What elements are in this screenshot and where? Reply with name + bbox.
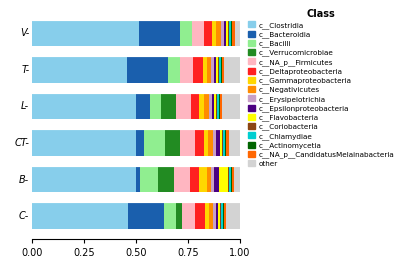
Bar: [218, 55, 219, 83]
Bar: [222, 128, 223, 156]
Bar: [32, 202, 128, 229]
Bar: [221, 202, 223, 229]
Bar: [209, 92, 212, 119]
Legend: c__Clostridia, c__Bacteroidia, c__Bacilli, c__Verrucomicrobiae, c__NA_p__Firmicu: c__Clostridia, c__Bacteroidia, c__Bacill…: [246, 7, 397, 169]
Bar: [224, 202, 226, 229]
Bar: [235, 19, 240, 46]
Bar: [226, 202, 240, 229]
Bar: [127, 55, 168, 83]
Bar: [216, 128, 220, 156]
Bar: [128, 202, 164, 229]
Bar: [207, 165, 211, 192]
Bar: [218, 202, 220, 229]
Bar: [211, 165, 214, 192]
Bar: [216, 55, 218, 83]
Bar: [224, 55, 240, 83]
Bar: [204, 19, 212, 46]
Bar: [214, 92, 216, 119]
Bar: [221, 55, 222, 83]
Bar: [211, 55, 214, 83]
Bar: [136, 165, 140, 192]
Bar: [207, 55, 211, 83]
Bar: [228, 165, 231, 192]
Bar: [219, 165, 228, 192]
Bar: [217, 92, 219, 119]
Bar: [205, 202, 209, 229]
Bar: [220, 128, 222, 156]
Bar: [164, 202, 176, 229]
Bar: [192, 19, 204, 46]
Bar: [213, 202, 216, 229]
Bar: [226, 19, 228, 46]
Bar: [200, 92, 204, 119]
Bar: [220, 92, 222, 119]
Bar: [139, 19, 180, 46]
Bar: [220, 202, 221, 229]
Bar: [222, 55, 224, 83]
Bar: [174, 165, 190, 192]
Bar: [202, 55, 207, 83]
Bar: [180, 55, 193, 83]
Bar: [212, 19, 216, 46]
Bar: [234, 165, 240, 192]
Bar: [212, 92, 214, 119]
Bar: [228, 128, 240, 156]
Bar: [165, 128, 180, 156]
Bar: [32, 165, 136, 192]
Bar: [200, 165, 207, 192]
Bar: [195, 128, 204, 156]
Bar: [224, 19, 226, 46]
Bar: [136, 92, 150, 119]
Bar: [221, 19, 224, 46]
Bar: [213, 128, 216, 156]
Bar: [223, 128, 226, 156]
Bar: [195, 202, 205, 229]
Bar: [32, 19, 139, 46]
Bar: [136, 128, 144, 156]
Bar: [214, 165, 219, 192]
Bar: [182, 202, 195, 229]
Bar: [161, 92, 176, 119]
Bar: [232, 19, 235, 46]
Bar: [214, 55, 216, 83]
Bar: [176, 202, 182, 229]
Bar: [209, 202, 213, 229]
Bar: [32, 55, 127, 83]
Bar: [168, 55, 180, 83]
Bar: [228, 19, 229, 46]
Bar: [216, 202, 218, 229]
Bar: [219, 55, 221, 83]
Bar: [231, 165, 232, 192]
Bar: [223, 202, 224, 229]
Bar: [32, 128, 136, 156]
Bar: [144, 128, 165, 156]
Bar: [204, 92, 209, 119]
Bar: [191, 92, 200, 119]
Bar: [216, 92, 217, 119]
Bar: [222, 92, 240, 119]
Bar: [229, 19, 232, 46]
Bar: [150, 92, 161, 119]
Bar: [193, 55, 202, 83]
Bar: [180, 128, 195, 156]
Bar: [216, 19, 221, 46]
Bar: [232, 165, 234, 192]
Bar: [208, 128, 213, 156]
Bar: [180, 19, 192, 46]
Bar: [32, 92, 136, 119]
Bar: [158, 165, 174, 192]
Bar: [219, 92, 220, 119]
Bar: [226, 128, 228, 156]
Bar: [204, 128, 208, 156]
Bar: [140, 165, 158, 192]
Bar: [190, 165, 200, 192]
Bar: [176, 92, 191, 119]
